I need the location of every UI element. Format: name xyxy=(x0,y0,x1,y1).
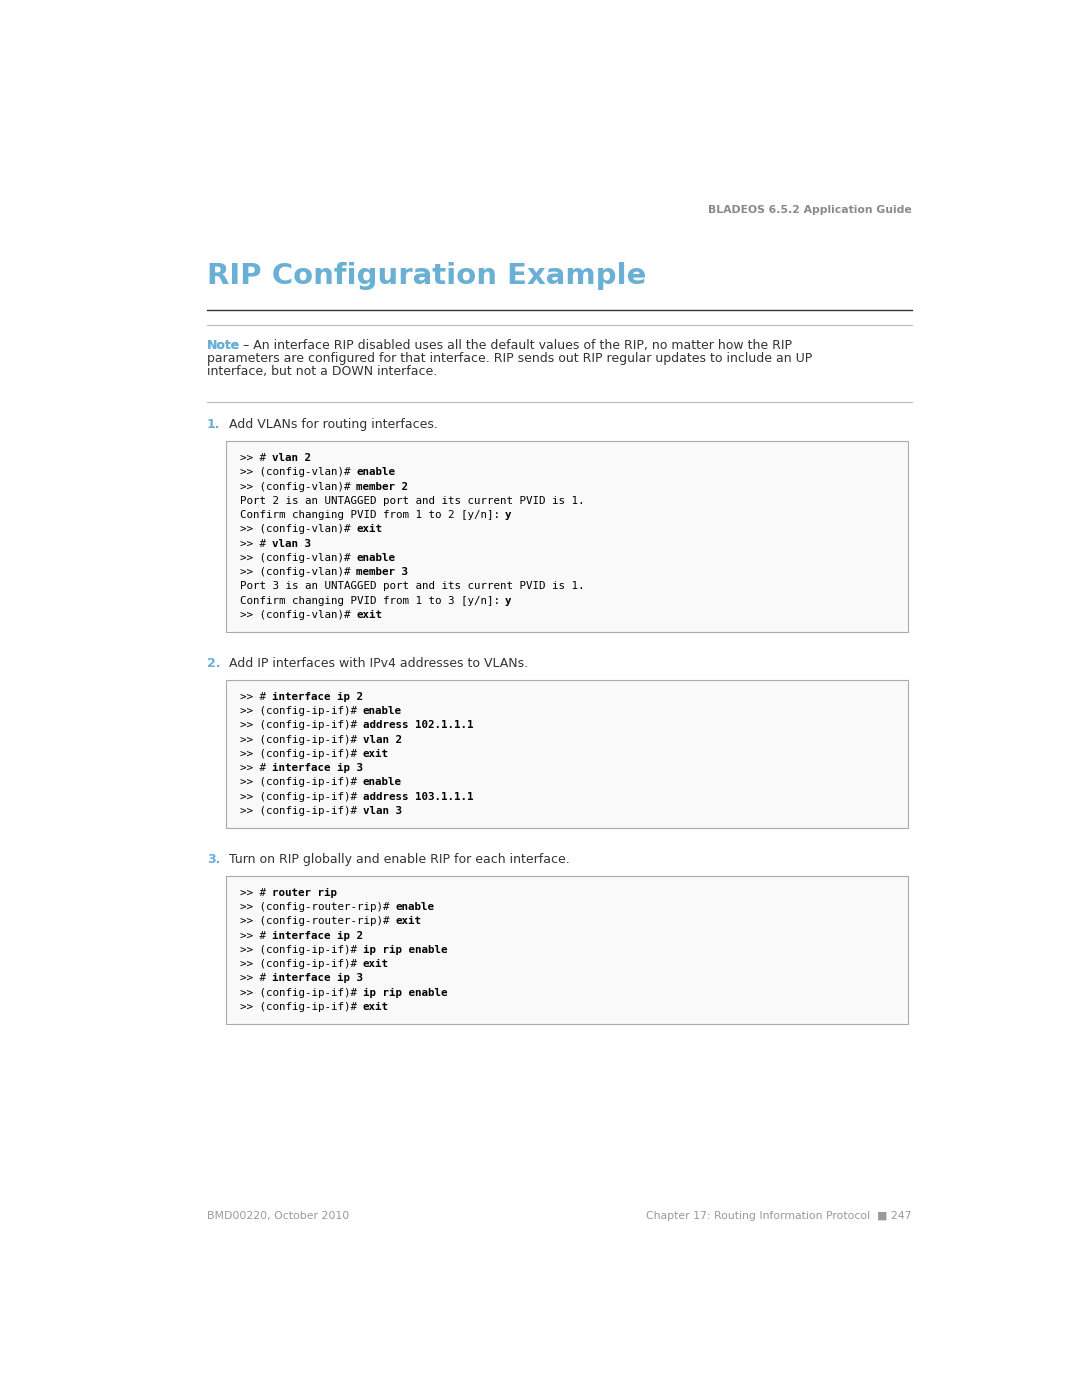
Text: 2.: 2. xyxy=(207,657,220,669)
Text: Confirm changing PVID from 1 to 3 [y/n]:: Confirm changing PVID from 1 to 3 [y/n]: xyxy=(240,595,507,606)
Text: Port 3 is an UNTAGGED port and its current PVID is 1.: Port 3 is an UNTAGGED port and its curre… xyxy=(240,581,584,591)
FancyBboxPatch shape xyxy=(226,680,907,828)
Text: enable: enable xyxy=(356,553,395,563)
Text: member 2: member 2 xyxy=(356,482,408,492)
Text: Add VLANs for routing interfaces.: Add VLANs for routing interfaces. xyxy=(229,418,437,430)
Text: y: y xyxy=(504,595,512,606)
Text: >> #: >> # xyxy=(240,763,272,773)
Text: >> (config-ip-if)#: >> (config-ip-if)# xyxy=(240,792,364,802)
Text: >> (config-vlan)#: >> (config-vlan)# xyxy=(240,468,357,478)
Text: 1.: 1. xyxy=(207,418,220,430)
Text: interface ip 2: interface ip 2 xyxy=(272,930,363,940)
Text: y: y xyxy=(504,510,512,520)
Text: >> (config-ip-if)#: >> (config-ip-if)# xyxy=(240,721,364,731)
Text: >> (config-ip-if)#: >> (config-ip-if)# xyxy=(240,944,364,954)
Text: router rip: router rip xyxy=(272,888,337,898)
Text: >> (config-ip-if)#: >> (config-ip-if)# xyxy=(240,806,364,816)
Text: exit: exit xyxy=(363,1002,389,1011)
Text: enable: enable xyxy=(363,777,402,788)
Text: RIP Configuration Example: RIP Configuration Example xyxy=(207,261,646,289)
Text: >> (config-router-rip)#: >> (config-router-rip)# xyxy=(240,902,396,912)
Text: enable: enable xyxy=(395,902,434,912)
Text: address 103.1.1.1: address 103.1.1.1 xyxy=(363,792,473,802)
Text: interface, but not a DOWN interface.: interface, but not a DOWN interface. xyxy=(207,365,437,377)
Text: >> (config-ip-if)#: >> (config-ip-if)# xyxy=(240,735,364,745)
Text: Note: Note xyxy=(207,338,240,352)
Text: – An interface RIP disabled uses all the default values of the RIP, no matter ho: – An interface RIP disabled uses all the… xyxy=(243,338,792,352)
Text: >> (config-vlan)#: >> (config-vlan)# xyxy=(240,567,357,577)
Text: >> #: >> # xyxy=(240,692,272,701)
Text: exit: exit xyxy=(363,960,389,970)
Text: Chapter 17: Routing Information Protocol  ■ 247: Chapter 17: Routing Information Protocol… xyxy=(646,1211,912,1221)
Text: interface ip 2: interface ip 2 xyxy=(272,692,363,701)
Text: BLADEOS 6.5.2 Application Guide: BLADEOS 6.5.2 Application Guide xyxy=(707,204,912,215)
Text: >> #: >> # xyxy=(240,888,272,898)
Text: interface ip 3: interface ip 3 xyxy=(272,974,363,983)
Text: vlan 3: vlan 3 xyxy=(363,806,402,816)
Text: BMD00220, October 2010: BMD00220, October 2010 xyxy=(207,1211,349,1221)
Text: vlan 3: vlan 3 xyxy=(272,539,311,549)
FancyBboxPatch shape xyxy=(226,876,907,1024)
Text: vlan 2: vlan 2 xyxy=(363,735,402,745)
Text: >> (config-vlan)#: >> (config-vlan)# xyxy=(240,610,357,620)
Text: 3.: 3. xyxy=(207,852,220,866)
Text: exit: exit xyxy=(356,610,382,620)
Text: address 102.1.1.1: address 102.1.1.1 xyxy=(363,721,473,731)
Text: exit: exit xyxy=(363,749,389,759)
Text: >> (config-ip-if)#: >> (config-ip-if)# xyxy=(240,705,364,717)
Text: >> #: >> # xyxy=(240,974,272,983)
Text: member 3: member 3 xyxy=(356,567,408,577)
Text: >> (config-router-rip)#: >> (config-router-rip)# xyxy=(240,916,396,926)
Text: parameters are configured for that interface. RIP sends out RIP regular updates : parameters are configured for that inter… xyxy=(207,352,812,365)
Text: vlan 2: vlan 2 xyxy=(272,453,311,464)
Text: exit: exit xyxy=(395,916,421,926)
Text: Add IP interfaces with IPv4 addresses to VLANs.: Add IP interfaces with IPv4 addresses to… xyxy=(229,657,528,669)
Text: >> #: >> # xyxy=(240,453,272,464)
Text: >> (config-ip-if)#: >> (config-ip-if)# xyxy=(240,1002,364,1011)
Text: exit: exit xyxy=(356,524,382,535)
Text: >> #: >> # xyxy=(240,539,272,549)
Text: Turn on RIP globally and enable RIP for each interface.: Turn on RIP globally and enable RIP for … xyxy=(229,852,569,866)
Text: ip rip enable: ip rip enable xyxy=(363,988,447,997)
Text: Note: Note xyxy=(207,338,240,352)
Text: enable: enable xyxy=(363,705,402,717)
Text: >> (config-ip-if)#: >> (config-ip-if)# xyxy=(240,960,364,970)
Text: Confirm changing PVID from 1 to 2 [y/n]:: Confirm changing PVID from 1 to 2 [y/n]: xyxy=(240,510,507,520)
Text: >> (config-ip-if)#: >> (config-ip-if)# xyxy=(240,777,364,788)
Text: interface ip 3: interface ip 3 xyxy=(272,763,363,773)
Text: >> (config-vlan)#: >> (config-vlan)# xyxy=(240,524,357,535)
Text: >> (config-vlan)#: >> (config-vlan)# xyxy=(240,553,357,563)
FancyBboxPatch shape xyxy=(226,441,907,631)
Text: enable: enable xyxy=(356,468,395,478)
Text: >> (config-ip-if)#: >> (config-ip-if)# xyxy=(240,749,364,759)
Text: >> (config-ip-if)#: >> (config-ip-if)# xyxy=(240,988,364,997)
Text: >> (config-vlan)#: >> (config-vlan)# xyxy=(240,482,357,492)
Text: Port 2 is an UNTAGGED port and its current PVID is 1.: Port 2 is an UNTAGGED port and its curre… xyxy=(240,496,584,506)
Text: ip rip enable: ip rip enable xyxy=(363,944,447,956)
Text: >> #: >> # xyxy=(240,930,272,940)
